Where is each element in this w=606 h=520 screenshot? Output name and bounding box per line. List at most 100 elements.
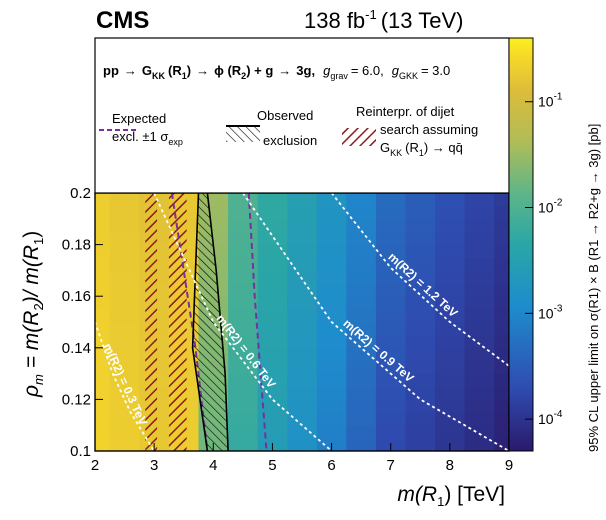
legend-reinterp-swatch: [342, 128, 376, 146]
heatmap-cell: [109, 412, 140, 426]
y-axis-title: ρm = m(R2)/ m(R1): [20, 231, 46, 398]
heatmap-cell: [257, 412, 288, 426]
heatmap-cell: [435, 386, 466, 400]
heatmap-cell: [257, 425, 288, 439]
heatmap-cell: [405, 283, 436, 297]
heatmap-cell: [287, 425, 318, 439]
heatmap-cell: [494, 218, 509, 233]
heatmap-cell: [316, 270, 347, 284]
heatmap-cell: [228, 244, 259, 258]
heatmap-cell: [257, 347, 288, 362]
heatmap-cell: [257, 399, 288, 413]
legend-box: [94, 37, 510, 194]
heatmap-cell: [346, 322, 377, 336]
heatmap-cell: [346, 386, 377, 400]
heatmap-cell: [346, 438, 377, 451]
heatmap-cell: [405, 231, 436, 246]
heatmap-cell: [316, 347, 347, 362]
heatmap-cell: [287, 270, 318, 284]
x-tick-label: 9: [505, 457, 513, 474]
heatmap-cell: [287, 283, 318, 297]
heatmap-cell: [405, 257, 436, 271]
heatmap-cell: [405, 322, 436, 336]
heatmap-cell: [257, 283, 288, 297]
process-label: pp → GKK (R1) → ϕ (R2) + g → 3g, ggrav = 6.0, gGKK…: [103, 63, 450, 81]
heatmap-cell: [316, 231, 347, 246]
heatmap-cell: [287, 386, 318, 400]
heatmap-cell: [375, 360, 406, 375]
heatmap-cell: [287, 438, 318, 451]
heatmap-cell: [435, 231, 466, 246]
heatmap-cell: [95, 193, 111, 207]
heatmap-cell: [346, 425, 377, 439]
heatmap-cell: [346, 399, 377, 413]
heatmap-cell: [435, 270, 466, 284]
heatmap-cell: [316, 399, 347, 413]
heatmap-cell: [464, 334, 495, 349]
heatmap-cell: [95, 399, 111, 413]
heatmap-cell: [109, 244, 140, 258]
heatmap-cell: [228, 425, 259, 439]
heatmap-cell: [375, 412, 406, 426]
heatmap-cell: [346, 270, 377, 284]
legend-reinterp-line1: Reinterpr. of dijet: [356, 104, 455, 119]
heatmap-cell: [287, 322, 318, 336]
heatmap-cell: [464, 386, 495, 400]
heatmap-cell: [316, 412, 347, 426]
heatmap-cell: [228, 283, 259, 297]
heatmap-cell: [316, 322, 347, 336]
x-tick-label: 3: [150, 457, 158, 474]
x-tick-label: 2: [91, 457, 99, 474]
heatmap-cell: [405, 218, 436, 233]
heatmap-cell: [109, 438, 140, 451]
legend-observed-swatch: [226, 126, 260, 142]
heatmap-cell: [435, 205, 466, 220]
heatmap-cell: [464, 412, 495, 426]
heatmap-cell: [257, 322, 288, 336]
heatmap-cell: [287, 412, 318, 426]
heatmap-cell: [435, 322, 466, 336]
y-tick-label: 0.2: [70, 185, 91, 202]
legend-observed-line2: exclusion: [263, 133, 317, 148]
heatmap-cell: [109, 334, 140, 349]
iso-curve: [242, 193, 509, 451]
y-tick-label: 0.14: [62, 340, 91, 357]
heatmap-cell: [346, 347, 377, 362]
heatmap-cell: [494, 244, 509, 258]
heatmap-cell: [464, 296, 495, 310]
heatmap-cell: [287, 347, 318, 362]
heatmap-cell: [95, 244, 111, 258]
heatmap-cell: [375, 218, 406, 233]
heatmap-cell: [257, 309, 288, 323]
heatmap-cell: [316, 309, 347, 323]
heatmap-cell: [287, 231, 318, 246]
heatmap-cell: [287, 309, 318, 323]
heatmap-cell: [435, 296, 466, 310]
heatmap-cell: [228, 193, 259, 207]
heatmap-cell: [346, 193, 377, 207]
heatmap-cell: [95, 231, 111, 246]
heatmap-cell: [435, 412, 466, 426]
heatmap-cell: [494, 425, 509, 439]
heatmap-cell: [375, 257, 406, 271]
reinterp-region: [145, 193, 158, 451]
y-tick-label: 0.16: [62, 288, 91, 305]
heatmap-cell: [287, 205, 318, 220]
heatmap-cell: [228, 360, 259, 375]
heatmap-cell: [257, 205, 288, 220]
heatmap-cell: [375, 386, 406, 400]
heatmap-cell: [435, 244, 466, 258]
heatmap-cell: [435, 218, 466, 233]
heatmap-cell: [494, 257, 509, 271]
heatmap-cell: [109, 425, 140, 439]
heatmap-cell: [346, 257, 377, 271]
heatmap-cell: [435, 347, 466, 362]
heatmap-cell: [494, 360, 509, 375]
heatmap-cell: [287, 218, 318, 233]
heatmap-cell: [346, 334, 377, 349]
heatmap-cell: [257, 257, 288, 271]
heatmap-cell: [257, 360, 288, 375]
lumi-label: 138 fb-1 (13 TeV): [304, 7, 463, 33]
y-tick-label: 0.1: [70, 443, 91, 460]
